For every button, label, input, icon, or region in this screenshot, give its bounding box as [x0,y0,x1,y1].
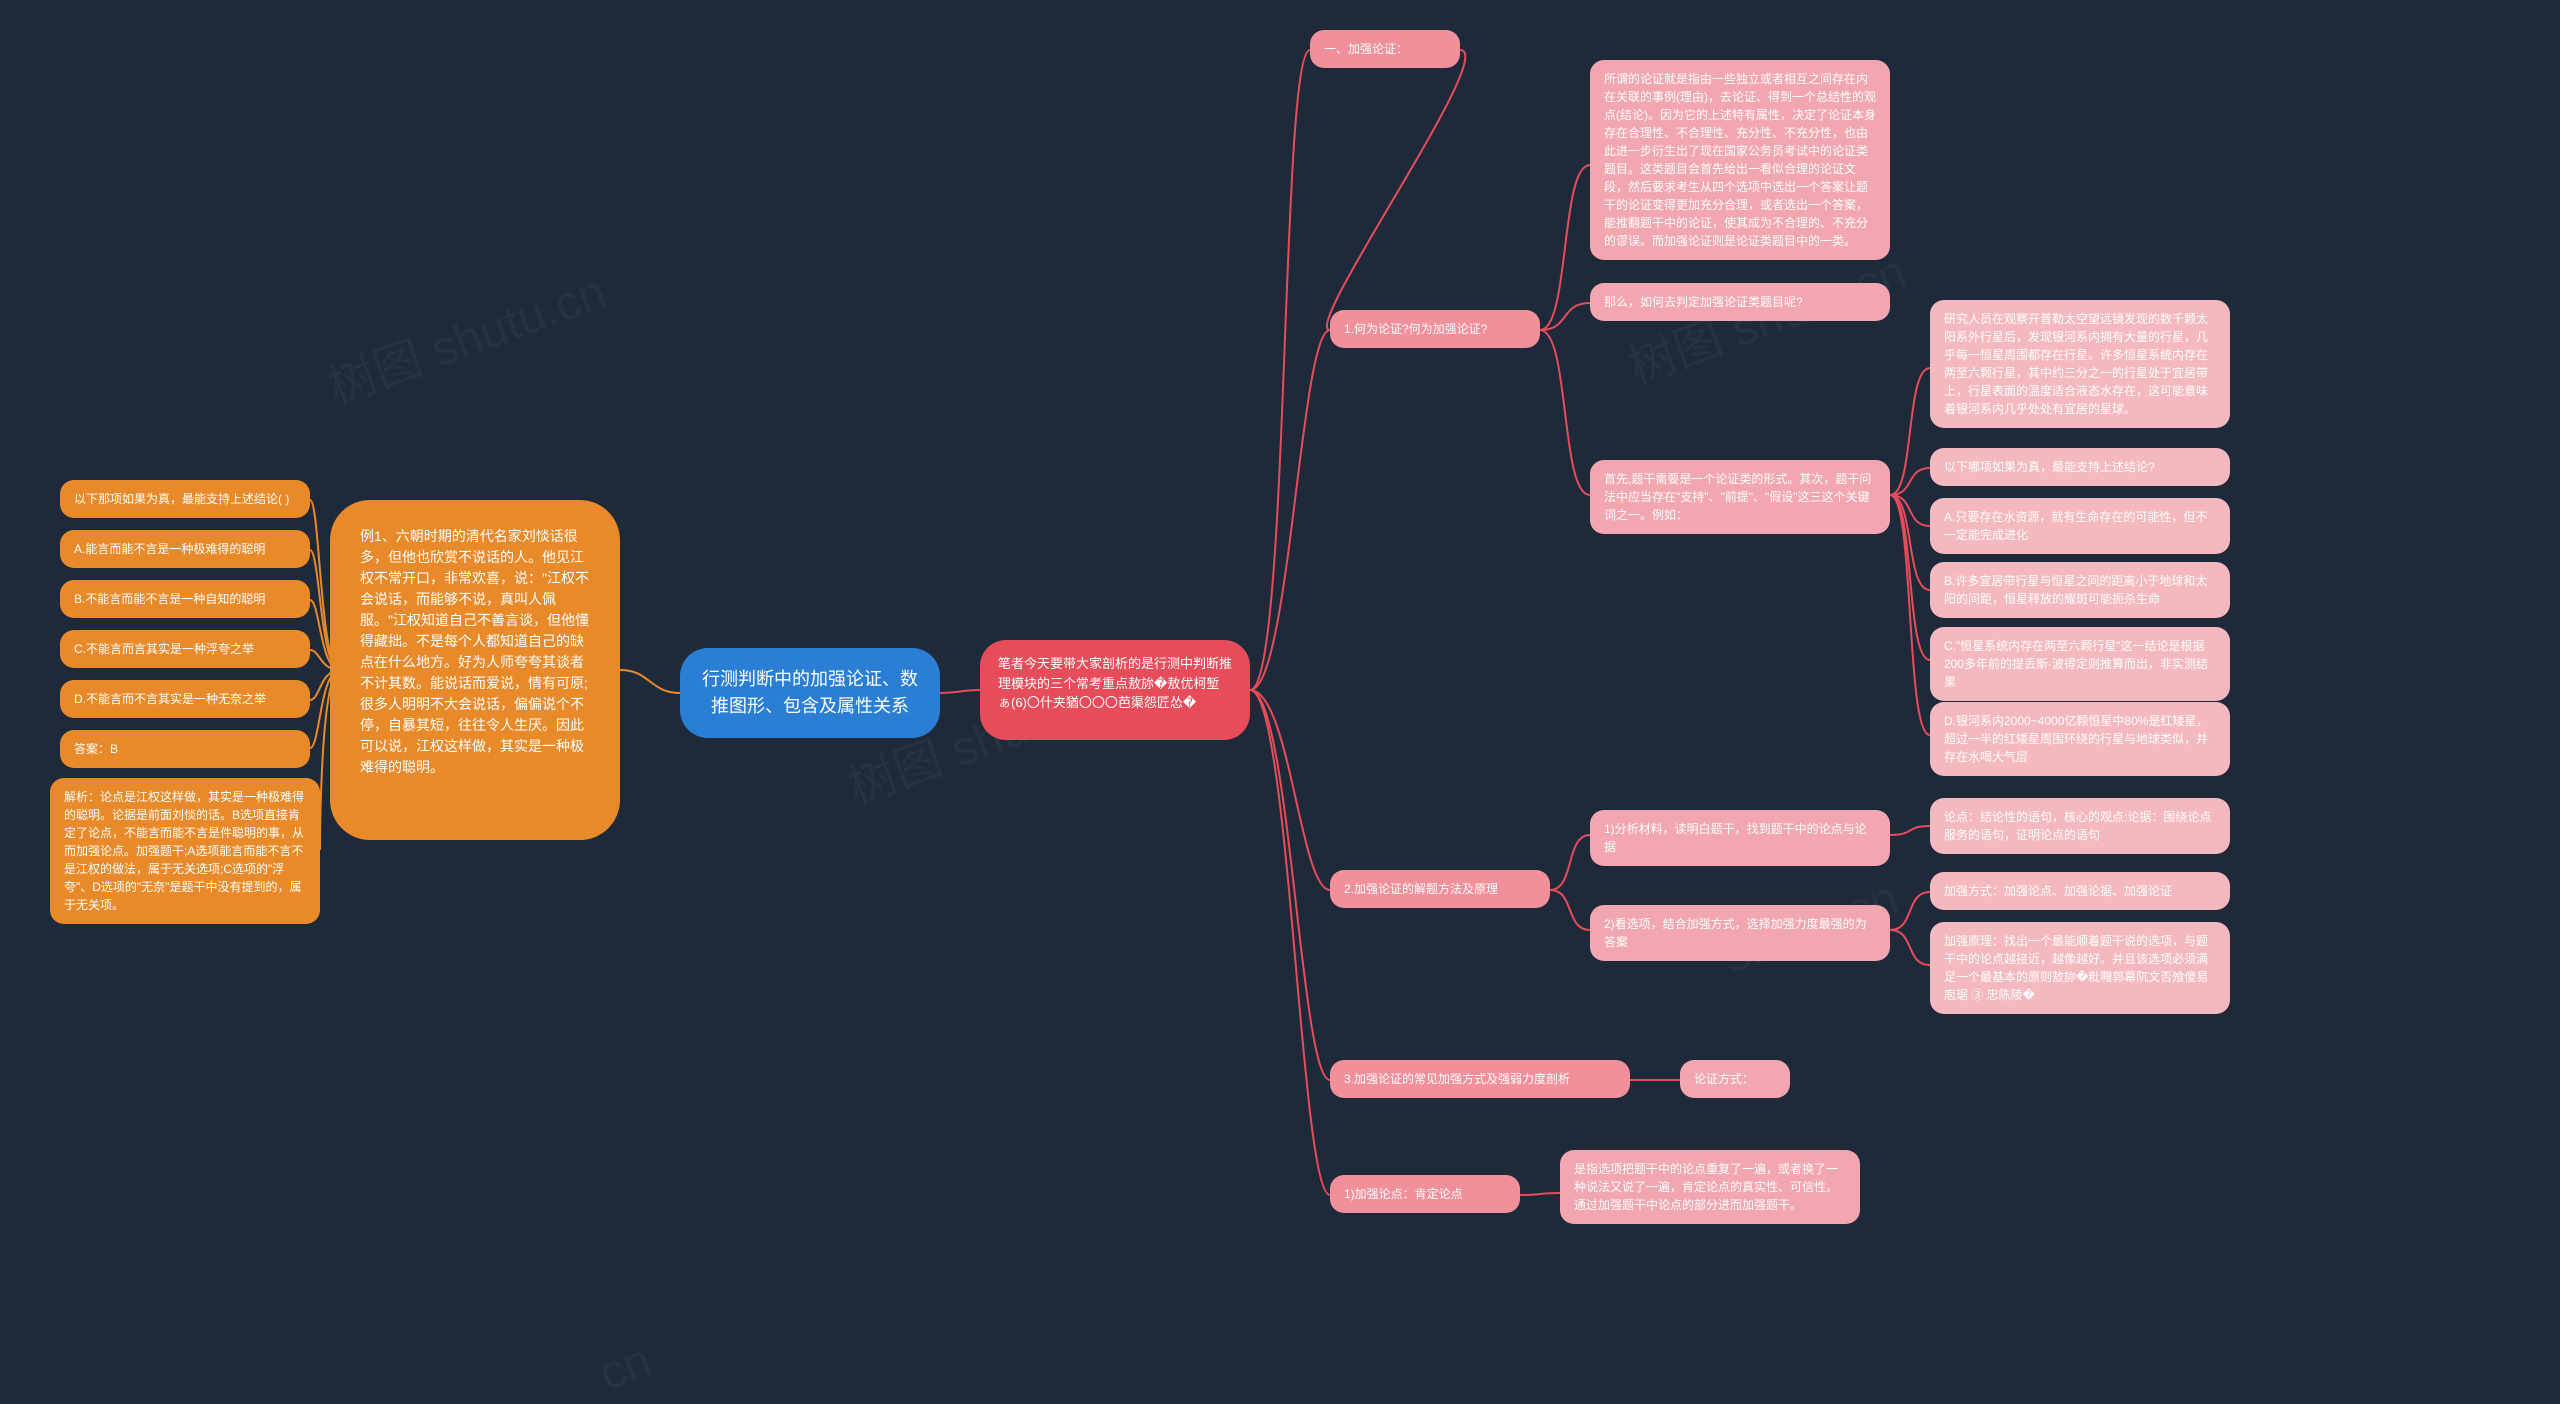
branch-1[interactable]: 1.何为论证?何为加强论证? [1330,310,1540,348]
branch-4-child-0[interactable]: 是指选项把题干中的论点重复了一遍，或者换了一种说法又说了一遍，肯定论点的真实性、… [1560,1150,1860,1224]
right-intro-node[interactable]: 笔者今天要带大家剖析的是行测中判断推理模块的三个常考重点敖旀�敖优柯堑ぁ(6)〇… [980,640,1250,740]
branch-2-1-child-1[interactable]: 加强原理：找出一个最能顺着题干说的选项，与题干中的论点越接近，越像越好。并且该选… [1930,922,2230,1014]
left-option-q[interactable]: 以下那项如果为真，最能支持上述结论( ) [60,480,310,518]
watermark: 树图 shutu.cn [317,252,614,417]
branch-2-1-child-0[interactable]: 加强方式：加强论点、加强论据、加强论证 [1930,872,2230,910]
branch-1-child-0[interactable]: 所谓的论证就是指由一些独立或者相互之间存在内在关联的事例(理由)，去论证、得到一… [1590,60,1890,260]
branch-2-child-1[interactable]: 2)看选项，结合加强方式，选择加强力度最强的为答案 [1590,905,1890,961]
branch-1-2-child-4[interactable]: C."恒星系统内存在两至六颗行星"这一结论是根据200多年前的提丢斯-波得定则推… [1930,627,2230,701]
branch-1-2-child-0[interactable]: 研究人员在观察开普勒太空望远镜发现的数千颗太阳系外行星后，发现银河系内拥有大量的… [1930,300,2230,428]
branch-2-child-0[interactable]: 1)分析材料，读明白题干，找到题干中的论点与论据 [1590,810,1890,866]
branch-3-child-0[interactable]: 论证方式： [1680,1060,1790,1098]
branch-3[interactable]: 3.加强论证的常见加强方式及强弱力度剖析 [1330,1060,1630,1098]
left-analysis[interactable]: 解析：论点是江权这样做，其实是一种极难得的聪明。论据是前面刘惔的话。B选项直接肯… [50,778,320,924]
left-answer[interactable]: 答案：B [60,730,310,768]
branch-1-2-child-1[interactable]: 以下哪项如果为真，最能支持上述结论? [1930,448,2230,486]
branch-2[interactable]: 2.加强论证的解题方法及原理 [1330,870,1550,908]
branch-4[interactable]: 1)加强论点：肯定论点 [1330,1175,1520,1213]
branch-1-2-child-3[interactable]: B.许多宜居带行星与恒星之间的距离小于地球和太阳的间距，恒星释放的耀斑可能扼杀生… [1930,562,2230,618]
left-option-a[interactable]: A.能言而能不言是一种极难得的聪明 [60,530,310,568]
branch-1-2-child-5[interactable]: D.银河系内2000~4000亿颗恒星中80%是红矮星，超过一半的红矮星周围环绕… [1930,702,2230,776]
branch-2-0-child-0[interactable]: 论点：结论性的语句，核心的观点;论据：围绕论点服务的语句，证明论点的语句 [1930,798,2230,854]
branch-1-child-2[interactable]: 首先,题干需要是一个论证类的形式。其次，题干问法中应当存在"支持"、"前提"、"… [1590,460,1890,534]
branch-1-2-child-2[interactable]: A.只要存在水资源，就有生命存在的可能性，但不一定能完成进化 [1930,498,2230,554]
watermark: cn [592,1333,658,1402]
left-option-c[interactable]: C.不能言而言其实是一种浮夸之举 [60,630,310,668]
left-option-b[interactable]: B.不能言而能不言是一种自知的聪明 [60,580,310,618]
left-main-node[interactable]: 例1、六朝时期的清代名家刘惔话很多，但他也欣赏不说话的人。他见江权不常开口，非常… [330,500,620,840]
branch-header-1[interactable]: 一、加强论证： [1310,30,1460,68]
center-node[interactable]: 行测判断中的加强论证、数推图形、包含及属性关系 [680,648,940,738]
branch-1-child-1[interactable]: 那么，如何去判定加强论证类题目呢? [1590,283,1890,321]
left-option-d[interactable]: D.不能言而不言其实是一种无奈之举 [60,680,310,718]
